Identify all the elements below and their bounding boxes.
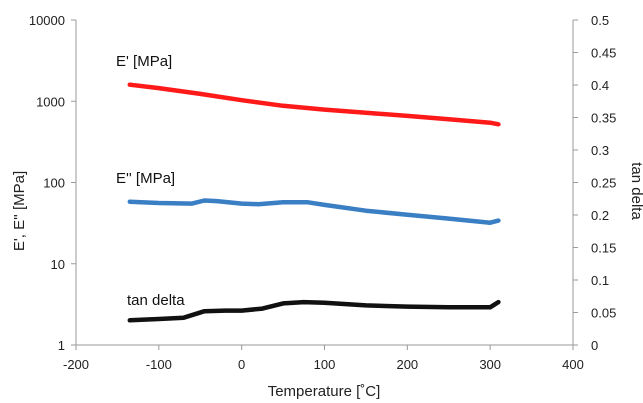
y-left-tick-label: 100 (43, 176, 65, 191)
series-line-tan-delta-2 (127, 299, 501, 323)
y-left-tick-label: 10000 (29, 13, 65, 28)
y-right-tick-label: 0.25 (591, 176, 616, 191)
y-right-tick-label: 0.35 (591, 111, 616, 126)
series-line-e-mpa-0 (127, 82, 501, 127)
x-axis-title: Temperature [˚C] (268, 383, 381, 400)
series-label-e-double-prime: E'' [MPa] (116, 170, 175, 187)
y-left-tick-label: 1000 (36, 94, 65, 109)
y-right-tick-label: 0.4 (591, 78, 609, 93)
x-tick-label: 100 (314, 357, 336, 372)
x-tick-label: 300 (479, 357, 501, 372)
tick-labels-group: -200 -100 0 100 200 300 400 1 10 100 1000 10000 0 0.0… (29, 13, 616, 372)
y-right-tick-label: 0.05 (591, 306, 616, 321)
x-tick-label: 400 (562, 357, 584, 372)
series-group (127, 82, 501, 323)
series-label-e-prime: E' [MPa] (116, 53, 172, 70)
x-tick-label: -200 (63, 357, 89, 372)
y-right-tick-label: 0 (591, 338, 598, 353)
x-tick-label: 200 (396, 357, 418, 372)
y-left-tick-label: 1 (58, 338, 65, 353)
x-tick-label: -100 (146, 357, 172, 372)
y-right-tick-label: 0.15 (591, 241, 616, 256)
y-right-axis-title: tan delta (628, 162, 643, 220)
y-right-tick-label: 0.45 (591, 46, 616, 61)
y-left-tick-label: 10 (51, 257, 65, 272)
y-left-axis-title: E', E'' [MPa] (11, 171, 28, 251)
series-label-tan-delta: tan delta (127, 292, 185, 309)
series-line-e-mpa-1 (127, 198, 501, 225)
y-right-tick-label: 0.5 (591, 13, 609, 28)
y-right-tick-label: 0.3 (591, 143, 609, 158)
y-right-tick-label: 0.2 (591, 208, 609, 223)
x-tick-label: 0 (238, 357, 245, 372)
y-right-tick-label: 0.1 (591, 273, 609, 288)
axes-group (71, 19, 578, 350)
